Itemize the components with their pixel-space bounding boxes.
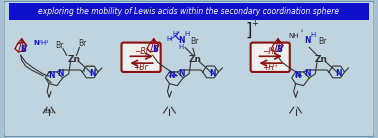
FancyBboxPatch shape — [3, 1, 375, 137]
Text: tBu: tBu — [44, 109, 54, 114]
Text: N: N — [178, 36, 184, 45]
Text: +H⁺: +H⁺ — [262, 63, 278, 71]
FancyBboxPatch shape — [121, 43, 161, 72]
Text: N: N — [209, 69, 216, 78]
Text: −Br: −Br — [134, 47, 149, 56]
Text: H: H — [184, 31, 190, 37]
Text: ₂: ₂ — [301, 28, 302, 33]
Text: N: N — [168, 71, 175, 80]
Text: NH: NH — [288, 33, 299, 39]
Text: N: N — [304, 69, 311, 78]
Text: N: N — [304, 36, 311, 45]
Text: H: H — [40, 40, 46, 46]
Text: Br: Br — [78, 39, 87, 48]
Text: ]: ] — [245, 22, 252, 40]
Text: H: H — [167, 36, 172, 42]
Text: H: H — [178, 44, 184, 51]
Text: B: B — [152, 45, 158, 54]
Text: N: N — [89, 69, 95, 78]
Text: Br: Br — [191, 37, 199, 46]
Text: B: B — [276, 45, 282, 54]
FancyBboxPatch shape — [251, 43, 290, 72]
Text: B: B — [20, 45, 26, 54]
Text: H: H — [173, 31, 178, 37]
Text: Zn: Zn — [188, 55, 201, 64]
Text: N: N — [178, 69, 184, 78]
Text: −H⁺: −H⁺ — [262, 47, 278, 56]
Text: Br: Br — [318, 37, 326, 46]
Text: +Br: +Br — [134, 63, 149, 71]
Text: N: N — [335, 69, 342, 78]
Text: N: N — [33, 40, 39, 46]
Text: +: + — [251, 19, 258, 28]
Bar — [9, 3, 369, 20]
Text: N: N — [48, 71, 54, 80]
Text: H: H — [311, 32, 316, 38]
Text: Zn: Zn — [68, 55, 81, 64]
Text: Zn: Zn — [314, 55, 328, 64]
Text: N: N — [57, 69, 64, 78]
Text: exploring the mobility of Lewis acids within the secondary coordination sphere: exploring the mobility of Lewis acids wi… — [39, 7, 339, 16]
Text: N: N — [294, 71, 301, 80]
Text: Br: Br — [56, 41, 64, 50]
Text: ₂: ₂ — [39, 39, 41, 44]
Text: ₄: ₄ — [46, 39, 48, 44]
